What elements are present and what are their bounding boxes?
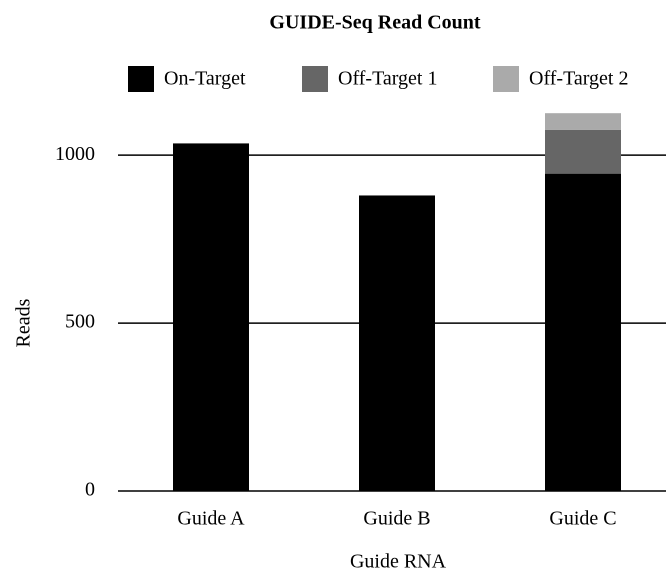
- legend-label: Off-Target 2: [529, 68, 629, 90]
- bar-segment: [545, 173, 621, 491]
- x-axis-label: Guide RNA: [350, 551, 447, 573]
- y-tick-label: 0: [85, 479, 95, 501]
- bar-segment: [359, 195, 435, 491]
- x-tick-label: Guide A: [177, 508, 245, 530]
- y-tick-label: 500: [65, 311, 95, 333]
- bar-segment: [173, 143, 249, 491]
- legend-label: Off-Target 1: [338, 68, 438, 90]
- x-tick-label: Guide C: [549, 508, 616, 530]
- legend-swatch: [302, 66, 328, 92]
- bar-segment: [545, 129, 621, 174]
- legend-label: On-Target: [164, 68, 246, 90]
- bar-segment: [545, 113, 621, 130]
- y-axis-label: Reads: [13, 298, 35, 347]
- legend-swatch: [128, 66, 154, 92]
- chart-title: GUIDE-Seq Read Count: [269, 12, 480, 34]
- x-tick-label: Guide B: [363, 508, 430, 530]
- y-tick-label: 1000: [55, 143, 95, 165]
- legend-swatch: [493, 66, 519, 92]
